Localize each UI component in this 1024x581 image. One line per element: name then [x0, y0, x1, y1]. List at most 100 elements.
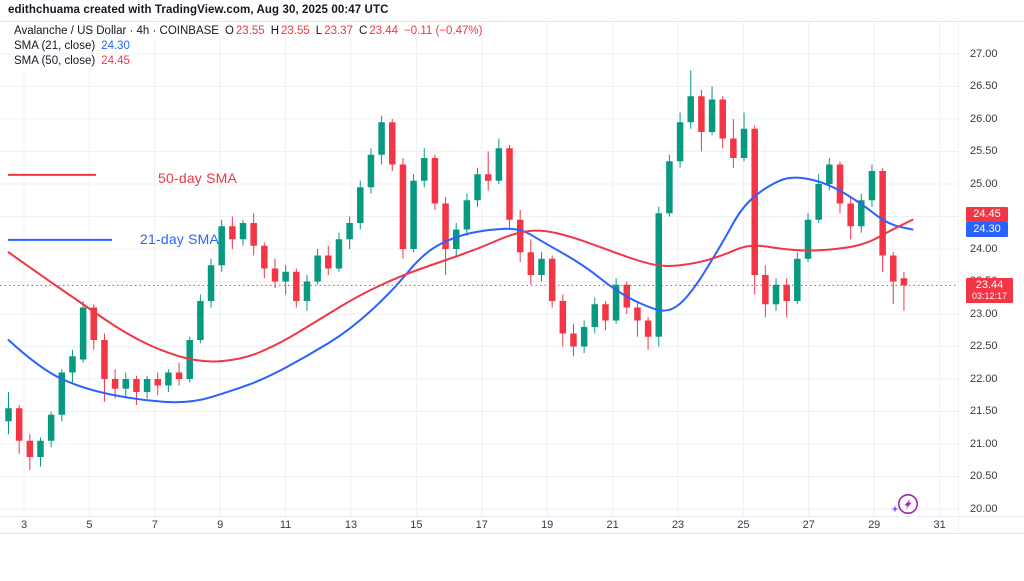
candle-body	[452, 229, 460, 249]
candle-body	[207, 265, 215, 301]
candle-body	[591, 304, 599, 327]
candle-body	[868, 171, 876, 201]
time-axis-label: 17	[475, 519, 488, 531]
time-axis-label: 23	[671, 519, 685, 531]
sma-line-sma50[interactable]	[7, 218, 914, 363]
attribution-text: edithchuama created with TradingView.com…	[8, 4, 389, 16]
candle-body	[900, 278, 908, 286]
candle-body	[47, 414, 55, 441]
candle-body	[708, 99, 716, 132]
price-axis-label: 26.50	[970, 80, 998, 92]
candle-body	[325, 255, 332, 269]
widget-top-border	[0, 21, 1024, 22]
candle-body	[666, 161, 673, 214]
legend-symbol-row[interactable]: Avalanche / US Dollar · 4h · COINBASE O …	[14, 24, 489, 38]
time-axis-label: 29	[868, 519, 881, 531]
candle-body	[261, 245, 268, 269]
time-axis-label: 7	[151, 519, 158, 531]
candle-body	[431, 158, 439, 204]
sma50-value: 24.45	[101, 55, 130, 67]
candle-body	[836, 164, 844, 204]
price-axis-label: 25.50	[970, 145, 998, 157]
candle-body	[314, 255, 321, 282]
candle-body	[847, 203, 854, 227]
ohlc-low-label: L	[315, 25, 323, 37]
candle-body	[815, 184, 822, 220]
ohlc-high-label: H	[270, 25, 279, 37]
candle-body	[303, 281, 311, 301]
candle-body	[474, 174, 481, 201]
candle-body	[143, 379, 151, 392]
candle-body	[730, 138, 737, 158]
legend-indicator-sma50[interactable]: SMA (50, close) 24.45	[14, 54, 136, 68]
candle-body	[5, 408, 12, 422]
candle-body	[762, 275, 769, 305]
annotation-label-sma21[interactable]: 21-day SMA	[140, 231, 220, 247]
candle-body	[559, 301, 567, 334]
time-axis-label: 15	[410, 519, 423, 531]
candle-body	[250, 223, 257, 246]
ohlc-close-label: C	[358, 25, 368, 37]
candle-body	[516, 219, 524, 253]
time-axis-label: 3	[20, 519, 28, 531]
lightning-boost-icon[interactable]	[886, 488, 926, 522]
candle-body	[239, 223, 247, 240]
price-axis-separator	[958, 22, 959, 533]
candle-body	[229, 226, 236, 240]
price-axis-label: 23.00	[970, 307, 998, 320]
price-axis-label: 27.00	[970, 47, 998, 60]
candle-body	[698, 96, 705, 132]
last-price-value: 23.44	[975, 279, 1004, 292]
price-axis-label: 26.00	[970, 112, 998, 125]
candle-body	[484, 174, 492, 181]
candle-body	[858, 200, 865, 227]
candle-body	[133, 379, 140, 392]
time-axis-separator	[0, 516, 1024, 517]
time-axis-label: 19	[541, 519, 554, 531]
candle-body	[378, 122, 385, 155]
candle-body	[506, 148, 513, 220]
lightning-bolt	[904, 498, 912, 510]
candle-body	[410, 180, 417, 249]
symbol-title: Avalanche / US Dollar · 4h · COINBASE	[14, 25, 219, 37]
candle-body	[463, 200, 471, 230]
sma-line-sma21[interactable]	[7, 176, 914, 404]
candle-body	[804, 219, 812, 259]
candle-body	[602, 304, 609, 321]
candle-body	[655, 213, 663, 337]
candle-body	[495, 148, 503, 181]
annotation-label-sma50[interactable]: 50-day SMA	[158, 170, 238, 186]
change-value: −0.11 (−0.47%)	[404, 25, 483, 37]
candle-body	[101, 340, 108, 379]
candle-body	[111, 379, 119, 389]
last-price-badge: 23.44 03:12:17	[966, 278, 1013, 304]
ohlc-open-value: 23.55	[235, 25, 265, 37]
time-axis-label: 13	[344, 519, 358, 531]
price-axis-label: 25.00	[970, 177, 998, 190]
bar-countdown: 03:12:17	[971, 291, 1008, 302]
candle-body	[527, 252, 535, 275]
price-axis-label: 21.00	[970, 437, 998, 450]
candle-body	[367, 154, 375, 188]
candle-body	[612, 284, 620, 321]
price-axis-label: 22.50	[970, 340, 998, 352]
candle-body	[740, 128, 748, 158]
sparkle-star	[891, 505, 899, 513]
ohlc-low-value: 23.37	[324, 25, 353, 37]
candle-body	[794, 258, 801, 301]
candle-body	[826, 164, 833, 184]
legend-indicator-sma21[interactable]: SMA (21, close) 24.30	[14, 39, 136, 53]
candle-body	[122, 379, 130, 389]
candle-body	[890, 255, 897, 282]
sma21-label: SMA (21, close)	[14, 40, 96, 52]
time-axis-label: 5	[86, 519, 93, 531]
candle-body	[165, 372, 172, 386]
candle-body	[751, 128, 758, 275]
time-axis-label: 31	[933, 519, 946, 531]
candle-body	[69, 356, 76, 373]
candle-body	[719, 99, 726, 139]
price-badge-sma50: 24.45	[966, 206, 1008, 222]
candle-body	[399, 164, 407, 249]
